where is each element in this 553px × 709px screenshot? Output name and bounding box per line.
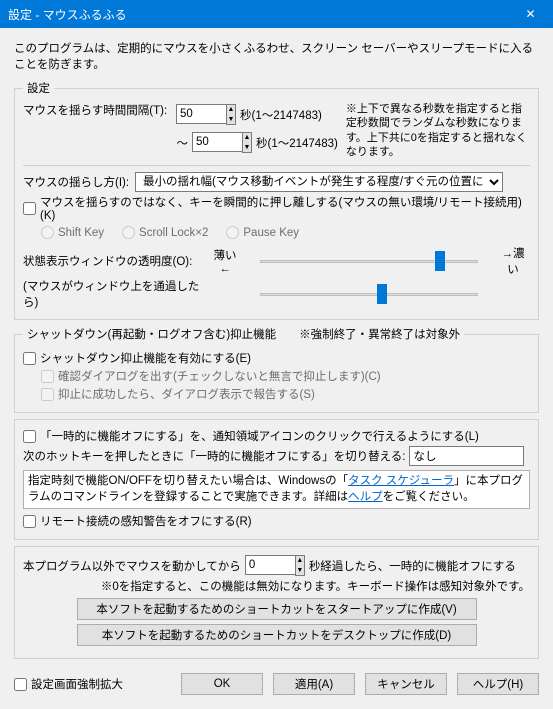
trans-label1: 状態表示ウィンドウの透明度(O): xyxy=(23,253,208,269)
desktop-shortcut-button[interactable]: 本ソフトを起動するためのショートカットをデスクトップに作成(D) xyxy=(77,624,477,646)
interval-unit1: 秒(1～2147483) xyxy=(240,107,322,123)
interval-from-input[interactable] xyxy=(176,104,226,124)
hotkey-label: 次のホットキーを押したときに「一時的に機能オフにする」を切り替える: xyxy=(23,448,405,464)
spin-down-icon[interactable]: ▼ xyxy=(296,566,304,576)
hotkey-input[interactable] xyxy=(409,446,524,466)
presskey-checkbox[interactable] xyxy=(23,202,36,215)
shutdown-legend: シャットダウン(再起動・ログオフ含む)抑止機能 ※強制終了・異常終了は対象外 xyxy=(23,326,464,342)
cancel-button[interactable]: キャンセル xyxy=(365,673,447,695)
trans-label2: (マウスがウィンドウ上を通過したら) xyxy=(23,278,208,310)
spin-up-icon[interactable]: ▲ xyxy=(243,133,251,143)
interval-label: マウスを揺らす時間間隔(T): xyxy=(23,102,168,118)
tempoff-enable[interactable]: 「一時的に機能オフにする」を、通知領域アイコンのクリックで行えるようにする(L) xyxy=(23,428,530,444)
ok-button[interactable]: OK xyxy=(181,673,263,695)
trans-slider2[interactable] xyxy=(242,282,496,306)
shutdown-enable[interactable]: シャットダウン抑止機能を有効にする(E) xyxy=(23,350,530,366)
extmouse-spin[interactable]: ▲▼ xyxy=(245,555,305,576)
force-expand[interactable]: 設定画面強制拡大 xyxy=(14,675,123,693)
interval-unit2: 秒(1～2147483) xyxy=(256,135,338,151)
interval-to[interactable]: ▲▼ xyxy=(192,132,252,153)
method-label: マウスの揺らし方(I): xyxy=(23,174,131,190)
apply-button[interactable]: 適用(A) xyxy=(273,673,355,695)
settings-group: 設定 マウスを揺らす時間間隔(T): ▲▼ 秒(1～2147483) ～ ▲▼ xyxy=(14,80,539,320)
tempoff-group: 「一時的に機能オフにする」を、通知領域アイコンのクリックで行えるようにする(L)… xyxy=(14,419,539,540)
shutdown-report: 抑止に成功したら、ダイアログ表示で報告する(S) xyxy=(41,386,530,402)
close-icon[interactable]: ✕ xyxy=(508,0,553,28)
presskey-check[interactable]: マウスを揺らすのではなく、キーを瞬間的に押し離しする(マウスの無い環境/リモート… xyxy=(23,194,530,222)
task-scheduler-link[interactable]: タスク スケジューラ xyxy=(348,475,454,487)
help-button[interactable]: ヘルプ(H) xyxy=(457,673,539,695)
settings-legend: 設定 xyxy=(23,80,54,96)
startup-shortcut-button[interactable]: 本ソフトを起動するためのショートカットをスタートアップに作成(V) xyxy=(77,598,477,620)
trans-slider1[interactable] xyxy=(242,249,496,273)
trans-right: →濃い xyxy=(496,245,530,277)
window-title: 設定 - マウスふるふる xyxy=(8,6,508,23)
spin-btns[interactable]: ▲▼ xyxy=(226,104,236,125)
interval-from[interactable]: ▲▼ xyxy=(176,104,236,125)
spin-btns[interactable]: ▲▼ xyxy=(242,132,252,153)
interval-to-input[interactable] xyxy=(192,132,242,152)
spin-up-icon[interactable]: ▲ xyxy=(296,556,304,566)
description: このプログラムは、定期的にマウスを小さくふるわせ、スクリーン セーバーやスリープ… xyxy=(14,40,539,72)
shutdown-group: シャットダウン(再起動・ログオフ含む)抑止機能 ※強制終了・異常終了は対象外 シ… xyxy=(14,326,539,413)
spin-down-icon[interactable]: ▼ xyxy=(243,143,251,153)
spin-up-icon[interactable]: ▲ xyxy=(227,105,235,115)
radio-shift: Shift Key xyxy=(41,226,104,239)
extmouse-unit: 秒経過したら、一時的に機能オフにする xyxy=(309,558,516,574)
radio-scrolllock: Scroll Lock×2 xyxy=(122,226,208,239)
trans-left: 薄い← xyxy=(208,247,242,275)
extmouse-input[interactable] xyxy=(245,555,295,575)
shutdown-confirm: 確認ダイアログを出す(チェックしないと無言で抑止します)(C) xyxy=(41,368,530,384)
tilde: ～ xyxy=(176,135,188,151)
spin-down-icon[interactable]: ▼ xyxy=(227,115,235,125)
extmouse-label: 本プログラム以外でマウスを動かしてから xyxy=(23,558,241,574)
remote-check[interactable]: リモート接続の感知警告をオフにする(R) xyxy=(23,513,530,529)
presskey-label: マウスを揺らすのではなく、キーを瞬間的に押し離しする(マウスの無い環境/リモート… xyxy=(40,194,530,222)
radio-pause: Pause Key xyxy=(226,226,299,239)
method-select[interactable]: 最小の揺れ幅(マウス移動イベントが発生する程度/すぐ元の位置に戻す) xyxy=(135,172,503,192)
content: このプログラムは、定期的にマウスを小さくふるわせ、スクリーン セーバーやスリープ… xyxy=(0,28,553,709)
help-link[interactable]: ヘルプ xyxy=(348,491,383,503)
info-box: 指定時刻で機能ON/OFFを切り替えたい場合は、Windowsの「タスク スケジ… xyxy=(23,470,530,509)
extmouse-group: 本プログラム以外でマウスを動かしてから ▲▼ 秒経過したら、一時的に機能オフにす… xyxy=(14,546,539,659)
interval-note: ※上下で異なる秒数を指定すると指定秒数間でランダムな秒数になります。上下共に0を… xyxy=(346,102,530,159)
titlebar: 設定 - マウスふるふる ✕ xyxy=(0,0,553,28)
extmouse-note: ※0を指定すると、この機能は無効になります。キーボード操作は感知対象外です。 xyxy=(23,578,530,594)
